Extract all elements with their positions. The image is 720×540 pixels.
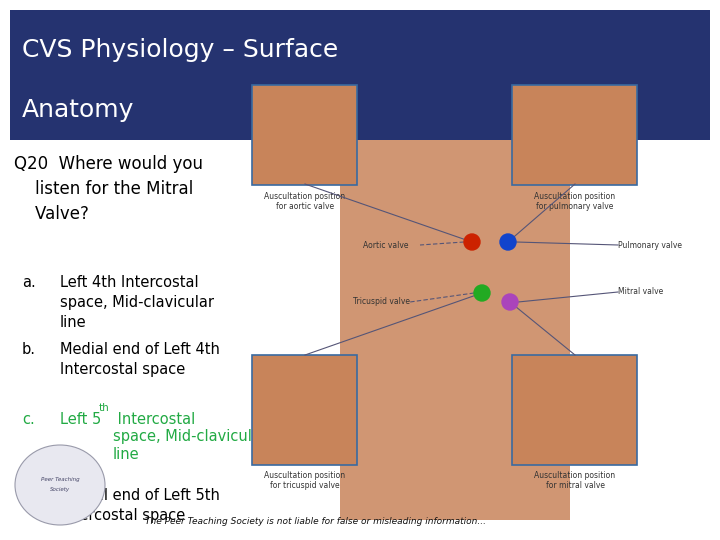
- Text: Intercostal
space, Mid-clavicular
line: Intercostal space, Mid-clavicular line: [113, 412, 267, 462]
- Text: Auscultation position
for pulmonary valve: Auscultation position for pulmonary valv…: [534, 192, 616, 211]
- Text: Tricuspid valve: Tricuspid valve: [353, 298, 410, 307]
- Text: b.: b.: [22, 342, 36, 357]
- Text: Aortic valve: Aortic valve: [363, 240, 408, 249]
- Bar: [512, 85, 637, 185]
- Text: Left 4th Intercostal
space, Mid-clavicular
line: Left 4th Intercostal space, Mid-clavicul…: [60, 275, 214, 329]
- Text: c.: c.: [22, 412, 35, 427]
- Text: Auscultation position
for tricuspid valve: Auscultation position for tricuspid valv…: [264, 471, 346, 490]
- Text: Left 5: Left 5: [60, 412, 102, 427]
- Bar: [252, 85, 357, 185]
- Text: d.: d.: [22, 488, 36, 503]
- Text: Anatomy: Anatomy: [22, 98, 135, 122]
- Text: Auscultation position
for mitral valve: Auscultation position for mitral valve: [534, 471, 616, 490]
- Text: Q20  Where would you
    listen for the Mitral
    Valve?: Q20 Where would you listen for the Mitra…: [14, 155, 203, 223]
- Text: Pulmonary valve: Pulmonary valve: [618, 240, 682, 249]
- Bar: [512, 355, 637, 465]
- Text: CVS Physiology – Surface: CVS Physiology – Surface: [22, 38, 338, 62]
- Bar: [252, 355, 357, 465]
- Circle shape: [474, 285, 490, 301]
- Bar: [10, 10, 710, 140]
- Text: Auscultation position
for aortic valve: Auscultation position for aortic valve: [264, 192, 346, 211]
- Text: Mitral valve: Mitral valve: [618, 287, 663, 296]
- Ellipse shape: [15, 445, 105, 525]
- Circle shape: [502, 294, 518, 310]
- Text: Peer Teaching: Peer Teaching: [41, 477, 79, 483]
- Text: Medial end of Left 4th
Intercostal space: Medial end of Left 4th Intercostal space: [60, 342, 220, 377]
- Text: th: th: [99, 403, 109, 413]
- Bar: [340, 40, 570, 520]
- Circle shape: [464, 234, 480, 250]
- Circle shape: [500, 234, 516, 250]
- Text: The Peer Teaching Society is not liable for false or misleading information...: The Peer Teaching Society is not liable …: [145, 517, 486, 526]
- Text: a.: a.: [22, 275, 36, 290]
- Text: Medial end of Left 5th
Intercostal space: Medial end of Left 5th Intercostal space: [60, 488, 220, 523]
- Text: Society: Society: [50, 488, 70, 492]
